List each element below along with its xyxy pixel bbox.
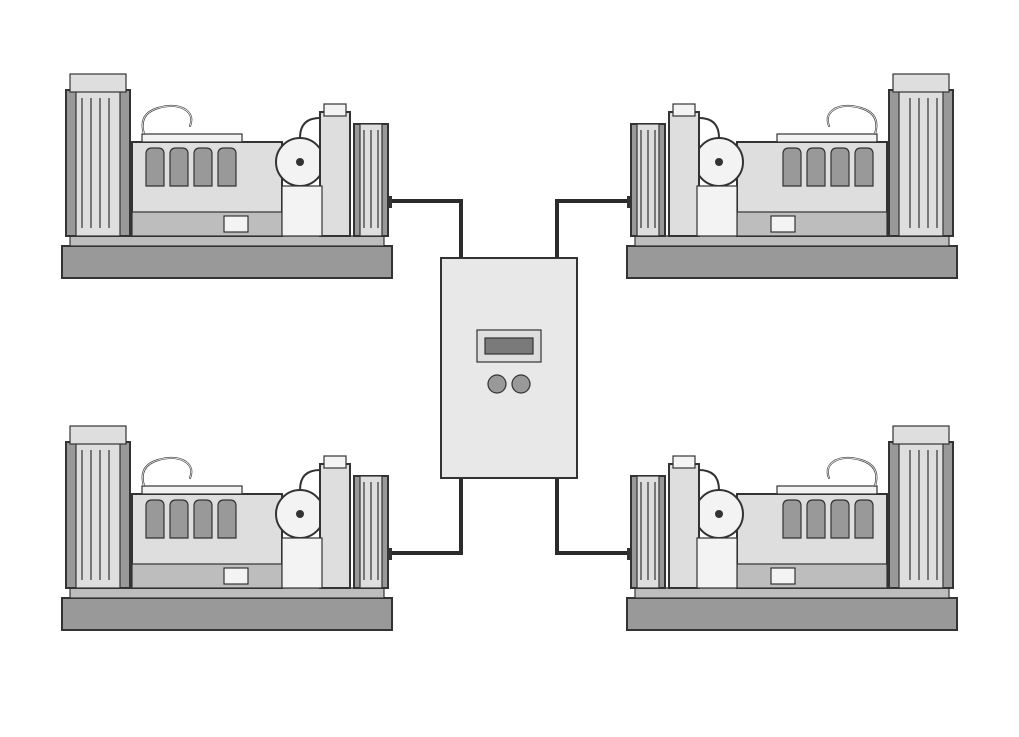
controller-knob-1[interactable]	[488, 375, 506, 393]
controller-knob-2[interactable]	[512, 375, 530, 393]
controller-display	[485, 338, 533, 354]
generator-gen-bl	[62, 426, 392, 630]
generator-gen-tr	[627, 74, 957, 278]
generator-gen-tl	[62, 74, 392, 278]
controller-panel	[441, 258, 577, 478]
generator-gen-br	[627, 426, 957, 630]
